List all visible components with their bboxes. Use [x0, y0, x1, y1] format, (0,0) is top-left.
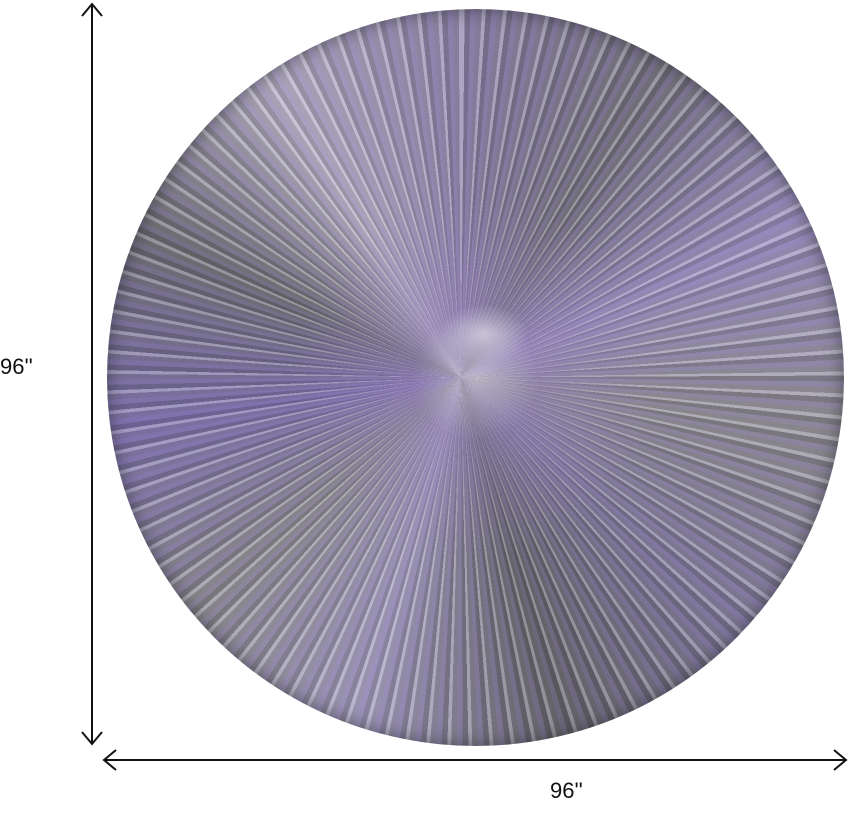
height-label: 96'' — [0, 354, 33, 379]
round-rug-image — [107, 9, 844, 746]
width-label: 96'' — [550, 778, 583, 803]
height-arrow — [81, 2, 103, 746]
rug-center-highlight — [438, 303, 529, 364]
width-arrow — [102, 749, 848, 771]
